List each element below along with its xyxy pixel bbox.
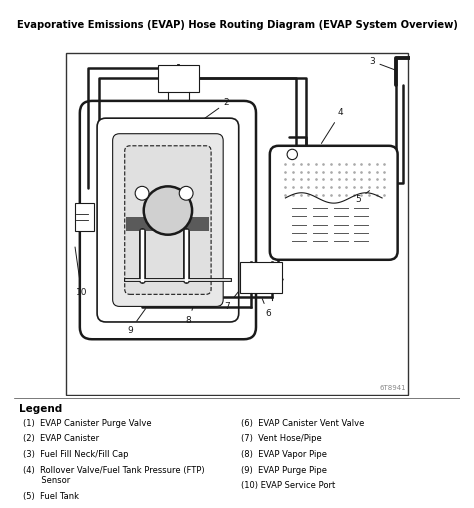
FancyBboxPatch shape <box>125 146 211 294</box>
Circle shape <box>287 149 298 160</box>
Text: 6: 6 <box>262 299 271 318</box>
Text: 7: 7 <box>224 291 239 311</box>
Text: 3: 3 <box>369 57 397 71</box>
Text: 9: 9 <box>127 309 146 335</box>
Text: 1: 1 <box>174 67 195 81</box>
Text: (4)  Rollover Valve/Fuel Tank Pressure (FTP)
       Sensor: (4) Rollover Valve/Fuel Tank Pressure (F… <box>23 465 205 485</box>
Circle shape <box>135 186 149 200</box>
Text: Legend: Legend <box>18 404 62 414</box>
Text: 2: 2 <box>205 98 229 118</box>
FancyBboxPatch shape <box>97 118 239 322</box>
FancyBboxPatch shape <box>80 101 256 339</box>
Text: (6)  EVAP Canister Vent Valve: (6) EVAP Canister Vent Valve <box>241 419 365 428</box>
Text: 8: 8 <box>186 302 195 325</box>
Text: 4: 4 <box>321 109 344 143</box>
Polygon shape <box>413 47 430 65</box>
Text: 5: 5 <box>355 190 370 204</box>
Text: (9)  EVAP Purge Pipe: (9) EVAP Purge Pipe <box>241 465 328 474</box>
Text: 6T8941: 6T8941 <box>380 385 406 391</box>
Text: (1)  EVAP Canister Purge Valve: (1) EVAP Canister Purge Valve <box>23 419 152 428</box>
Text: (8)  EVAP Vapor Pipe: (8) EVAP Vapor Pipe <box>241 450 328 459</box>
Text: (3)  Fuel Fill Neck/Fill Cap: (3) Fuel Fill Neck/Fill Cap <box>23 450 128 459</box>
Text: (5)  Fuel Tank: (5) Fuel Tank <box>23 492 79 501</box>
Circle shape <box>144 186 192 235</box>
Text: (10) EVAP Service Port: (10) EVAP Service Port <box>241 481 336 490</box>
Text: (7)  Vent Hose/Pipe: (7) Vent Hose/Pipe <box>241 434 322 443</box>
FancyBboxPatch shape <box>113 134 223 306</box>
Circle shape <box>179 186 193 200</box>
FancyBboxPatch shape <box>270 146 398 260</box>
Text: 10: 10 <box>75 247 87 297</box>
Text: (2)  EVAP Canister: (2) EVAP Canister <box>23 434 99 443</box>
Bar <box>240 262 282 293</box>
Bar <box>74 203 94 231</box>
Text: Evaporative Emissions (EVAP) Hose Routing Diagram (EVAP System Overview): Evaporative Emissions (EVAP) Hose Routin… <box>17 20 457 30</box>
Bar <box>157 65 199 92</box>
Bar <box>127 217 210 231</box>
